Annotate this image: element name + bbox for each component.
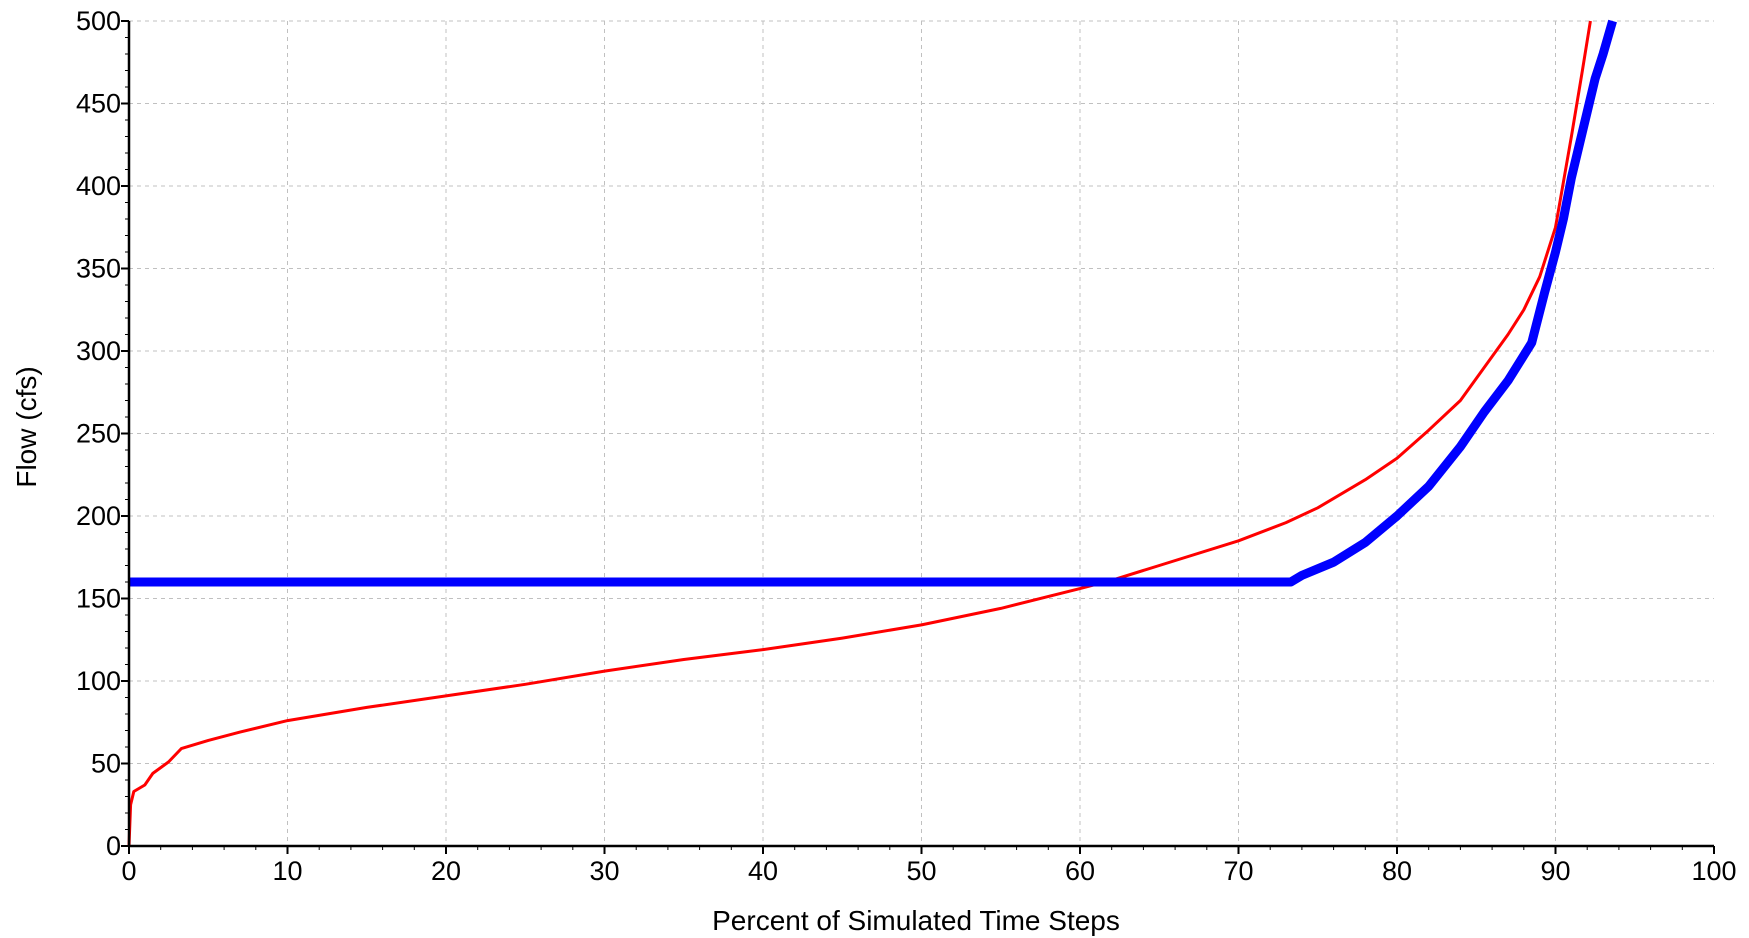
y-tick-label: 300: [76, 336, 121, 366]
x-tick-label: 80: [1382, 856, 1412, 886]
x-tick-label: 20: [431, 856, 461, 886]
x-tick-label: 10: [272, 856, 302, 886]
x-tick-label: 90: [1540, 856, 1570, 886]
y-axis-title: Flow (cfs): [11, 366, 42, 487]
y-tick-label: 50: [91, 749, 121, 779]
y-tick-label: 500: [76, 6, 121, 36]
series-layer: [127, 19, 1617, 847]
label-layer: 0 10 20 30 40 50 60 70 80 90 100 0 50 100 150 200 250 300…: [76, 6, 1737, 886]
x-tick-label: 50: [906, 856, 936, 886]
axis-layer: [121, 20, 1715, 854]
series-line-blue: [129, 19, 1617, 587]
x-tick-label: 100: [1691, 856, 1736, 886]
x-tick-label: 40: [748, 856, 778, 886]
x-tick-label: 70: [1223, 856, 1253, 886]
y-tick-label: 450: [76, 89, 121, 119]
y-tick-label: 350: [76, 254, 121, 284]
x-tick-label: 0: [121, 856, 136, 886]
y-tick-label: 250: [76, 419, 121, 449]
x-tick-label: 30: [589, 856, 619, 886]
y-tick-label: 400: [76, 171, 121, 201]
grid-layer: [129, 20, 1714, 846]
y-tick-label: 200: [76, 501, 121, 531]
x-tick-label: 60: [1065, 856, 1095, 886]
x-axis-title: Percent of Simulated Time Steps: [712, 905, 1120, 936]
y-tick-label: 0: [106, 831, 121, 861]
y-tick-label: 150: [76, 584, 121, 614]
series-line-red: [127, 20, 1592, 847]
y-tick-label: 100: [76, 666, 121, 696]
